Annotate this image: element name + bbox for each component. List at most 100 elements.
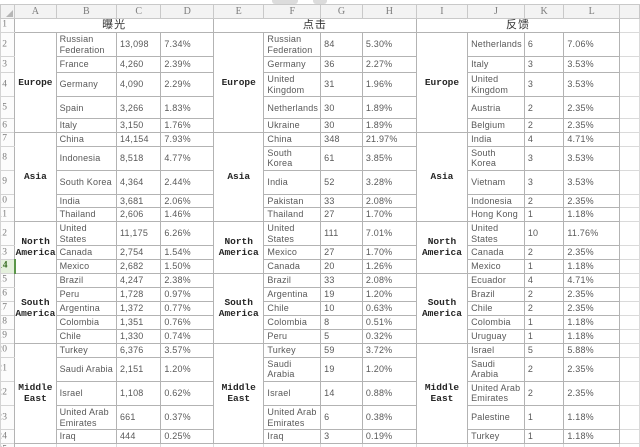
country-cell[interactable]: Israel [263, 380, 322, 406]
country-cell[interactable]: Colombia [55, 314, 117, 330]
country-cell[interactable]: Pakistan [263, 193, 322, 209]
country-cell[interactable]: South Korea [263, 145, 322, 171]
country-cell[interactable]: Israel [55, 380, 117, 406]
value-cell[interactable]: 2 [523, 356, 565, 382]
col-header-I[interactable]: I [415, 4, 469, 19]
percent-cell[interactable]: 5.88% [563, 342, 621, 358]
country-cell[interactable]: Mexico [263, 245, 322, 260]
region-cell[interactable]: North America [213, 221, 265, 274]
row-header-20[interactable]: 20 [0, 342, 16, 358]
region-cell[interactable]: South America [213, 272, 265, 344]
value-cell[interactable]: 5 [523, 342, 565, 358]
country-cell[interactable]: Austria [467, 96, 525, 120]
country-cell[interactable]: United Kingdom [263, 72, 322, 98]
value-cell[interactable]: 1,108 [115, 380, 162, 406]
country-cell[interactable]: Russian Federation [263, 31, 322, 58]
country-cell[interactable]: Ecuador [467, 272, 525, 288]
percent-cell[interactable]: 0.37% [160, 404, 215, 431]
value-cell[interactable]: 348 [320, 132, 363, 147]
table-title[interactable]: 反馈 [415, 18, 621, 33]
value-cell[interactable]: 33 [320, 193, 363, 209]
percent-cell[interactable]: 1.46% [160, 207, 215, 223]
country-cell[interactable]: Argentina [263, 286, 322, 302]
percent-cell[interactable]: 1.18% [563, 404, 621, 431]
value-cell[interactable]: 19 [320, 356, 363, 382]
percent-cell[interactable]: 1.83% [160, 96, 215, 120]
percent-cell[interactable]: 0.38% [361, 404, 417, 431]
value-cell[interactable]: 661 [115, 404, 162, 431]
row-header-7[interactable]: 7 [0, 132, 16, 147]
empty-cell[interactable] [619, 132, 640, 147]
value-cell[interactable]: 6,376 [115, 342, 162, 358]
region-cell[interactable]: South America [415, 272, 469, 344]
country-cell[interactable]: Russian Federation [55, 31, 117, 58]
percent-cell[interactable]: 1.70% [361, 207, 417, 223]
percent-cell[interactable]: 2.35% [563, 380, 621, 406]
country-cell[interactable]: Peru [55, 286, 117, 302]
empty-cell[interactable] [263, 443, 322, 447]
percent-cell[interactable]: 2.35% [563, 300, 621, 316]
empty-cell[interactable] [619, 221, 640, 247]
col-header-J[interactable]: J [467, 4, 525, 19]
region-cell[interactable]: North America [14, 221, 57, 274]
country-cell[interactable]: Turkey [55, 342, 117, 358]
value-cell[interactable]: 59 [320, 342, 363, 358]
value-cell[interactable]: 2 [523, 193, 565, 209]
empty-cell[interactable] [213, 443, 265, 447]
value-cell[interactable]: 10 [523, 221, 565, 247]
row-header-8[interactable]: 8 [0, 145, 16, 171]
country-cell[interactable]: India [55, 193, 117, 209]
row-header-25[interactable]: 25 [0, 443, 16, 447]
percent-cell[interactable]: 2.29% [160, 72, 215, 98]
empty-cell[interactable] [619, 72, 640, 98]
value-cell[interactable]: 11,175 [115, 221, 162, 247]
row-header-17[interactable]: 17 [0, 300, 16, 316]
value-cell[interactable]: 1 [523, 258, 565, 274]
percent-cell[interactable]: 7.93% [160, 132, 215, 147]
empty-cell[interactable] [619, 342, 640, 358]
value-cell[interactable]: 8 [320, 314, 363, 330]
country-cell[interactable]: Chile [55, 328, 117, 344]
empty-cell[interactable] [619, 356, 640, 382]
percent-cell[interactable]: 2.35% [563, 245, 621, 260]
empty-cell[interactable] [14, 443, 57, 447]
value-cell[interactable]: 19 [320, 286, 363, 302]
value-cell[interactable]: 2 [523, 300, 565, 316]
value-cell[interactable]: 1 [523, 328, 565, 344]
country-cell[interactable]: Ukraine [263, 118, 322, 134]
empty-cell[interactable] [619, 300, 640, 316]
country-cell[interactable]: South Korea [55, 169, 117, 195]
empty-cell[interactable] [619, 56, 640, 74]
value-cell[interactable]: 1 [523, 404, 565, 431]
percent-cell[interactable]: 0.88% [361, 380, 417, 406]
value-cell[interactable]: 1,351 [115, 314, 162, 330]
col-header-L[interactable]: L [563, 4, 621, 19]
country-cell[interactable]: United States [55, 221, 117, 247]
country-cell[interactable]: Indonesia [55, 145, 117, 171]
percent-cell[interactable]: 1.18% [563, 314, 621, 330]
row-header-12[interactable]: 12 [0, 221, 16, 247]
row-header-5[interactable]: 5 [0, 96, 16, 120]
country-cell[interactable]: Hong Kong [467, 207, 525, 223]
value-cell[interactable]: 111 [320, 221, 363, 247]
country-cell[interactable]: Chile [263, 300, 322, 316]
country-cell[interactable]: Iraq [55, 429, 117, 445]
country-cell[interactable]: Palestine [467, 404, 525, 431]
percent-cell[interactable]: 0.76% [160, 314, 215, 330]
empty-cell[interactable] [619, 272, 640, 288]
country-cell[interactable]: Saudi Arabia [467, 356, 525, 382]
col-header-G[interactable]: G [320, 4, 363, 19]
value-cell[interactable]: 31 [320, 72, 363, 98]
row-header-14[interactable]: 14 [0, 258, 16, 274]
empty-cell[interactable] [619, 207, 640, 223]
value-cell[interactable]: 3,681 [115, 193, 162, 209]
percent-cell[interactable]: 0.63% [361, 300, 417, 316]
empty-cell[interactable] [619, 328, 640, 344]
value-cell[interactable]: 1,330 [115, 328, 162, 344]
empty-cell[interactable] [619, 18, 640, 33]
percent-cell[interactable]: 1.70% [361, 245, 417, 260]
country-cell[interactable]: Italy [55, 118, 117, 134]
value-cell[interactable]: 3,150 [115, 118, 162, 134]
value-cell[interactable]: 1 [523, 314, 565, 330]
col-header-C[interactable]: C [115, 4, 162, 19]
